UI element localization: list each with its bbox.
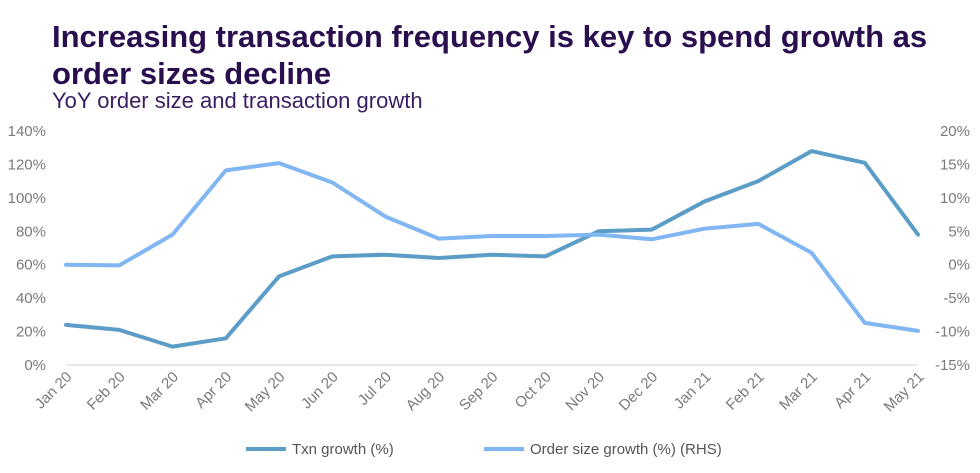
y-left-tick-label: 0% [24, 357, 46, 374]
x-tick-label: Apr 21 [831, 369, 874, 412]
x-tick-label: Dec 20 [616, 369, 662, 415]
series-line-txn-growth [64, 149, 920, 349]
x-tick-label: Jan 21 [671, 369, 715, 413]
series-line-order-size-growth [64, 161, 920, 333]
y-right-tick-label: -10% [935, 324, 970, 341]
x-tick-label: Mar 20 [137, 369, 182, 414]
y-left-tick-label: 100% [8, 190, 46, 207]
y-right-tick-label: -5% [943, 290, 970, 307]
x-tick-label: Nov 20 [562, 369, 608, 415]
y-left-tick-label: 60% [16, 257, 46, 274]
y-left-tick-label: 40% [16, 290, 46, 307]
legend-label: Order size growth (%) (RHS) [530, 441, 722, 458]
y-left-tick-label: 80% [16, 223, 46, 240]
chart-subtitle: YoY order size and transaction growth [52, 88, 423, 113]
x-tick-label: Jan 20 [32, 369, 76, 413]
x-tick-label: Feb 21 [723, 369, 768, 414]
x-tick-label: Mar 21 [776, 369, 821, 414]
x-tick-label: Feb 20 [84, 369, 129, 414]
y-left-tick-label: 120% [8, 156, 46, 173]
x-tick-label: Sep 20 [456, 369, 502, 415]
x-tick-label: Jul 20 [355, 369, 395, 409]
x-tick-label: Apr 20 [192, 369, 235, 412]
y-right-tick-label: 20% [940, 123, 970, 140]
y-right-tick-label: 0% [948, 257, 970, 274]
y-right-tick-label: 15% [940, 156, 970, 173]
y-left-tick-label: 140% [8, 123, 46, 140]
y-right-tick-label: -15% [935, 357, 970, 374]
chart-title: Increasing transaction frequency is key … [52, 19, 928, 91]
y-right-tick-label: 10% [940, 190, 970, 207]
x-tick-label: May 21 [881, 369, 928, 416]
x-tick-label: Jun 20 [298, 369, 342, 413]
x-tick-label: Oct 20 [512, 369, 555, 412]
legend-label: Txn growth (%) [292, 441, 394, 458]
x-tick-label: May 20 [242, 369, 289, 416]
x-tick-label: Aug 20 [403, 369, 449, 415]
y-right-tick-label: 5% [948, 223, 970, 240]
y-left-tick-label: 20% [16, 324, 46, 341]
